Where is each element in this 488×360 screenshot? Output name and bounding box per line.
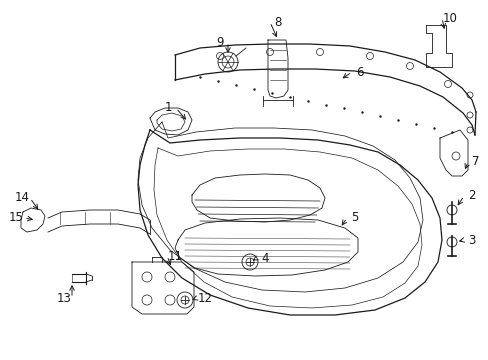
Text: 15: 15 [9, 211, 23, 225]
Text: 3: 3 [468, 234, 475, 247]
Text: 1: 1 [164, 102, 171, 114]
Text: 13: 13 [57, 292, 71, 305]
Text: 12: 12 [197, 292, 212, 305]
Text: 5: 5 [350, 211, 358, 225]
Text: 11: 11 [167, 249, 182, 262]
Text: 10: 10 [442, 12, 456, 24]
Text: 9: 9 [216, 36, 224, 49]
Text: 14: 14 [15, 192, 29, 204]
Text: 7: 7 [471, 156, 479, 168]
Text: 2: 2 [468, 189, 475, 202]
Text: 4: 4 [261, 252, 268, 265]
Text: 8: 8 [274, 15, 281, 28]
Text: 6: 6 [356, 66, 363, 78]
